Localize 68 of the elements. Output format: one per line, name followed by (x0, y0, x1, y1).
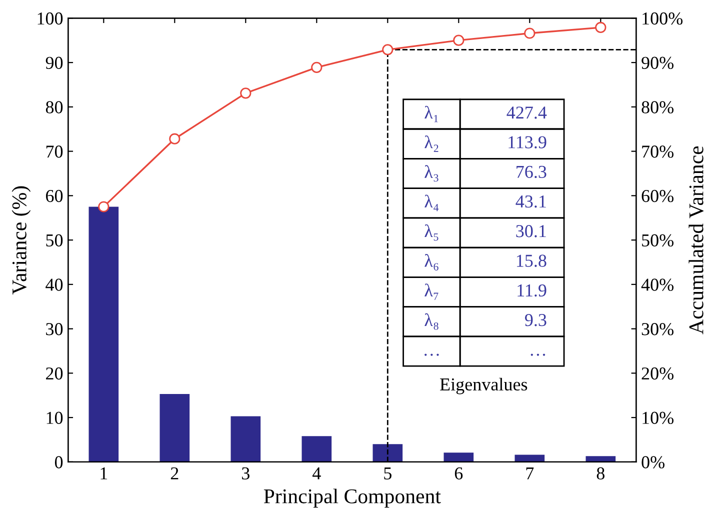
x-tick-label: 3 (242, 467, 250, 480)
point (169, 133, 180, 144)
bar (586, 456, 616, 462)
bar (88, 206, 119, 462)
annotation: Eigenvalues (440, 378, 528, 394)
y2-tick-label: 0% (642, 456, 664, 468)
bar (514, 454, 545, 462)
y2-tick-label: 40% (641, 278, 674, 291)
y2-tick-label: 60% (642, 190, 674, 202)
y2-tick-label: 30% (642, 323, 674, 336)
annotation: 76.3 (516, 166, 546, 178)
point (595, 22, 606, 34)
y2-tick-label: 70% (642, 146, 674, 158)
y2-tick-label: 10% (642, 412, 674, 424)
y-tick-label: 20 (46, 367, 63, 380)
point (240, 88, 252, 99)
annotation: … (424, 354, 439, 356)
point (382, 44, 394, 56)
x-tick-label: 7 (526, 467, 534, 480)
point (453, 34, 464, 46)
y-tick-label: 90 (46, 56, 63, 69)
point (98, 201, 110, 212)
annotation: 9.3 (524, 314, 546, 326)
y2-axis-title: Accumulated Variance (688, 146, 704, 334)
x-axis-title: Principal Component (264, 488, 441, 508)
annotation: 43.1 (516, 195, 546, 208)
x-tick-label: 6 (454, 467, 463, 480)
y2-tick-label: 50% (642, 234, 674, 247)
annotation: 11.9 (518, 284, 546, 297)
annotation: 30.1 (516, 225, 546, 238)
annotation: λ₈ (424, 313, 438, 330)
y-tick-label: 100 (38, 12, 63, 25)
annotation: λ₂ (424, 135, 438, 152)
annotation: 427.4 (506, 106, 547, 119)
y-tick-label: 60 (46, 190, 63, 202)
annotation: λ₃ (424, 165, 438, 182)
y2-tick-label: 80% (642, 101, 674, 114)
y-tick-label: 0 (54, 456, 63, 468)
y-tick-label: 80 (46, 101, 63, 114)
bar (230, 416, 261, 462)
bar (444, 452, 474, 462)
y2-tick-label: 100% (642, 12, 683, 25)
bar (160, 394, 190, 462)
y-axis-title: Variance (%) (12, 186, 31, 294)
annotation: λ₇ (424, 284, 438, 300)
y2-tick-label: 90% (642, 56, 674, 70)
x-tick-label: 2 (170, 467, 178, 480)
annotation: λ₁ (424, 106, 438, 122)
y-tick-label: 70 (46, 146, 63, 158)
annotation: … (530, 354, 546, 356)
y2-tick-label: 20% (642, 367, 674, 380)
y-tick-label: 50 (46, 234, 63, 246)
annotation: λ₅ (424, 224, 438, 241)
x-tick-label: 4 (312, 467, 321, 480)
y-tick-label: 40 (46, 278, 63, 291)
point (311, 62, 322, 73)
annotation: λ₄ (424, 194, 439, 212)
x-tick-label: 1 (100, 467, 108, 480)
annotation: 15.8 (516, 254, 546, 267)
bar (302, 436, 332, 462)
annotation: λ₆ (424, 254, 438, 270)
y-tick-label: 30 (46, 323, 63, 336)
bar (372, 444, 403, 462)
x-tick-label: 5 (384, 467, 392, 480)
annotation: 113.9 (508, 136, 546, 148)
x-tick-label: 8 (596, 467, 604, 480)
y-tick-label: 10 (46, 412, 63, 424)
point (524, 28, 536, 39)
